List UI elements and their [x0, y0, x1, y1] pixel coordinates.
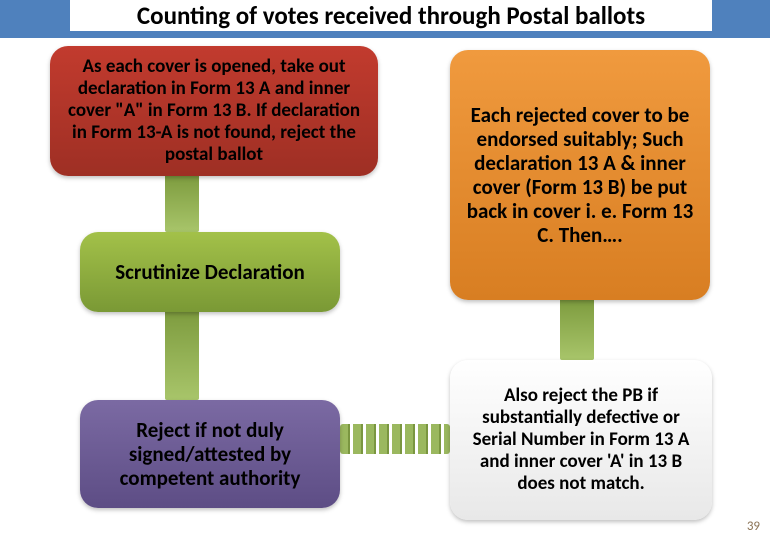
connector-v3: [560, 300, 594, 360]
box-scrutinize: Scrutinize Declaration: [80, 232, 340, 312]
page-number: 39: [747, 519, 760, 534]
box-rejected-endorse: Each rejected cover to be endorsed suita…: [450, 50, 710, 300]
box-text: As each cover is opened, take out declar…: [64, 56, 364, 165]
title-bar: Counting of votes received through Posta…: [0, 0, 770, 38]
page-title: Counting of votes received through Posta…: [70, 0, 712, 31]
box-text: Scrutinize Declaration: [115, 260, 305, 284]
connector-h1: [340, 424, 450, 454]
box-open-cover: As each cover is opened, take out declar…: [50, 46, 378, 176]
box-text: Reject if not duly signed/attested by co…: [94, 418, 326, 490]
box-text: Each rejected cover to be endorsed suita…: [464, 103, 696, 248]
box-also-reject: Also reject the PB if substantially defe…: [450, 360, 712, 520]
connector-v1: [165, 176, 199, 232]
connector-v2: [165, 312, 199, 400]
box-reject-unsigned: Reject if not duly signed/attested by co…: [80, 400, 340, 508]
box-text: Also reject the PB if substantially defe…: [464, 385, 698, 494]
